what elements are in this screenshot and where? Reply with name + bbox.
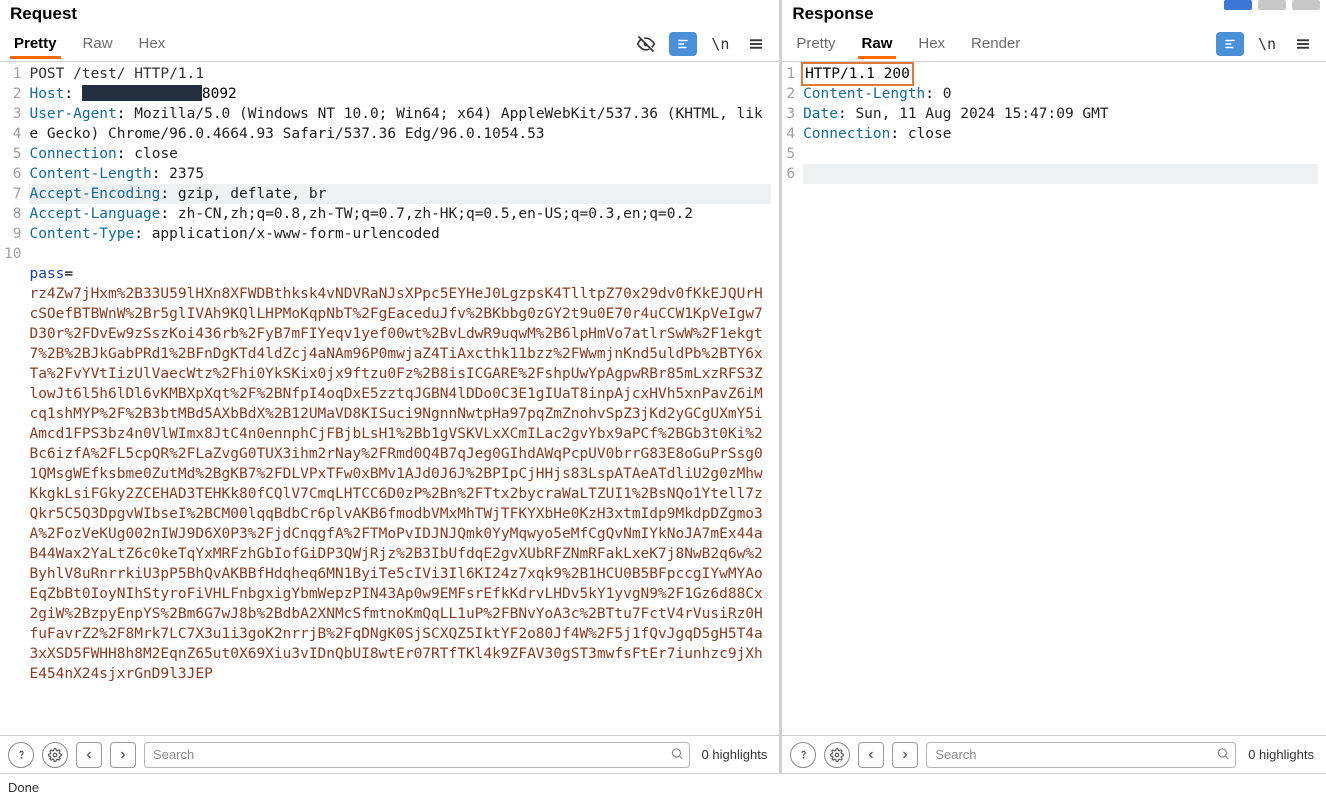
pretty-toggle-icon[interactable] xyxy=(669,32,697,56)
panels: Request Pretty Raw Hex \n xyxy=(0,0,1326,773)
prev-match-button[interactable] xyxy=(858,742,884,768)
request-gutter: 12345678910 xyxy=(0,62,27,735)
request-searchbar: 0 highlights xyxy=(0,735,779,773)
request-tabbar-icons: \n xyxy=(633,31,773,57)
prev-match-button[interactable] xyxy=(76,742,102,768)
code-line: Content-Length: 0 xyxy=(803,84,1318,104)
code-line: Date: Sun, 11 Aug 2024 15:47:09 GMT xyxy=(803,104,1318,124)
settings-icon[interactable] xyxy=(42,742,68,768)
response-search-input[interactable] xyxy=(926,742,1236,768)
request-editor[interactable]: 12345678910 POST /test/ HTTP/1.1Host: 80… xyxy=(0,62,779,735)
code-line xyxy=(803,144,1318,164)
status-bar: Done xyxy=(0,773,1326,801)
request-highlight-count: 0 highlights xyxy=(698,747,772,762)
hide-icon[interactable] xyxy=(633,31,659,57)
code-line: Content-Type: application/x-www-form-url… xyxy=(29,224,771,244)
code-line: User-Agent: Mozilla/5.0 (Windows NT 10.0… xyxy=(29,104,771,144)
code-line: Accept-Language: zh-CN,zh;q=0.8,zh-TW;q=… xyxy=(29,204,771,224)
app-root: Request Pretty Raw Hex \n xyxy=(0,0,1326,801)
request-tab-raw[interactable]: Raw xyxy=(81,29,115,58)
request-search-wrap xyxy=(144,742,690,768)
request-tabs: Pretty Raw Hex xyxy=(6,29,167,58)
response-tabbar-icons: \n xyxy=(1216,31,1320,57)
response-code[interactable]: HTTP/1.1 200Content-Length: 0Date: Sun, … xyxy=(801,62,1326,735)
response-gutter: 123456 xyxy=(782,62,801,735)
menu-icon[interactable] xyxy=(1290,31,1316,57)
response-tab-pretty[interactable]: Pretty xyxy=(794,29,837,58)
next-match-button[interactable] xyxy=(110,742,136,768)
response-editor[interactable]: 123456 HTTP/1.1 200Content-Length: 0Date… xyxy=(782,62,1326,735)
response-tabs: Pretty Raw Hex Render xyxy=(788,29,1022,58)
newline-icon[interactable]: \n xyxy=(1254,31,1280,57)
response-tab-raw[interactable]: Raw xyxy=(860,29,895,58)
window-controls-strip xyxy=(1224,0,1320,10)
request-body: rz4Zw7jHxm%2B33U59lHXn8XFWDBthksk4vNDVRa… xyxy=(29,284,771,684)
window-control-box xyxy=(1292,0,1320,10)
response-tab-render[interactable]: Render xyxy=(969,29,1022,58)
redacted-host xyxy=(82,85,202,101)
code-line: Accept-Encoding: gzip, deflate, br xyxy=(29,184,771,204)
code-line: Connection: close xyxy=(29,144,771,164)
request-title: Request xyxy=(0,0,779,26)
request-tabbar: Pretty Raw Hex \n xyxy=(0,26,779,62)
next-match-button[interactable] xyxy=(892,742,918,768)
response-highlight-count: 0 highlights xyxy=(1244,747,1318,762)
response-tabbar: Pretty Raw Hex Render \n xyxy=(782,26,1326,62)
code-line: Host: 8092 xyxy=(29,84,771,104)
code-line xyxy=(29,244,771,264)
code-line: Content-Length: 2375 xyxy=(29,164,771,184)
code-line xyxy=(803,164,1318,184)
help-icon[interactable] xyxy=(790,742,816,768)
request-tab-hex[interactable]: Hex xyxy=(137,29,168,58)
response-search-wrap xyxy=(926,742,1236,768)
window-control-box xyxy=(1258,0,1286,10)
code-line: HTTP/1.1 200 xyxy=(803,64,1318,84)
pretty-toggle-icon[interactable] xyxy=(1216,32,1244,56)
request-search-input[interactable] xyxy=(144,742,690,768)
code-line: POST /test/ HTTP/1.1 xyxy=(29,64,771,84)
response-searchbar: 0 highlights xyxy=(782,735,1326,773)
request-tab-pretty[interactable]: Pretty xyxy=(12,29,59,58)
window-control-box xyxy=(1224,0,1252,10)
request-panel: Request Pretty Raw Hex \n xyxy=(0,0,782,773)
request-code[interactable]: POST /test/ HTTP/1.1Host: 8092User-Agent… xyxy=(27,62,779,735)
response-panel: Response PrettyRawHexRender \n xyxy=(782,0,1326,773)
status-text: Done xyxy=(8,780,39,795)
help-icon[interactable] xyxy=(8,742,34,768)
code-line: pass= xyxy=(29,264,771,284)
response-tab-hex[interactable]: Hex xyxy=(916,29,947,58)
settings-icon[interactable] xyxy=(824,742,850,768)
code-line: Connection: close xyxy=(803,124,1318,144)
menu-icon[interactable] xyxy=(743,31,769,57)
newline-icon[interactable]: \n xyxy=(707,31,733,57)
